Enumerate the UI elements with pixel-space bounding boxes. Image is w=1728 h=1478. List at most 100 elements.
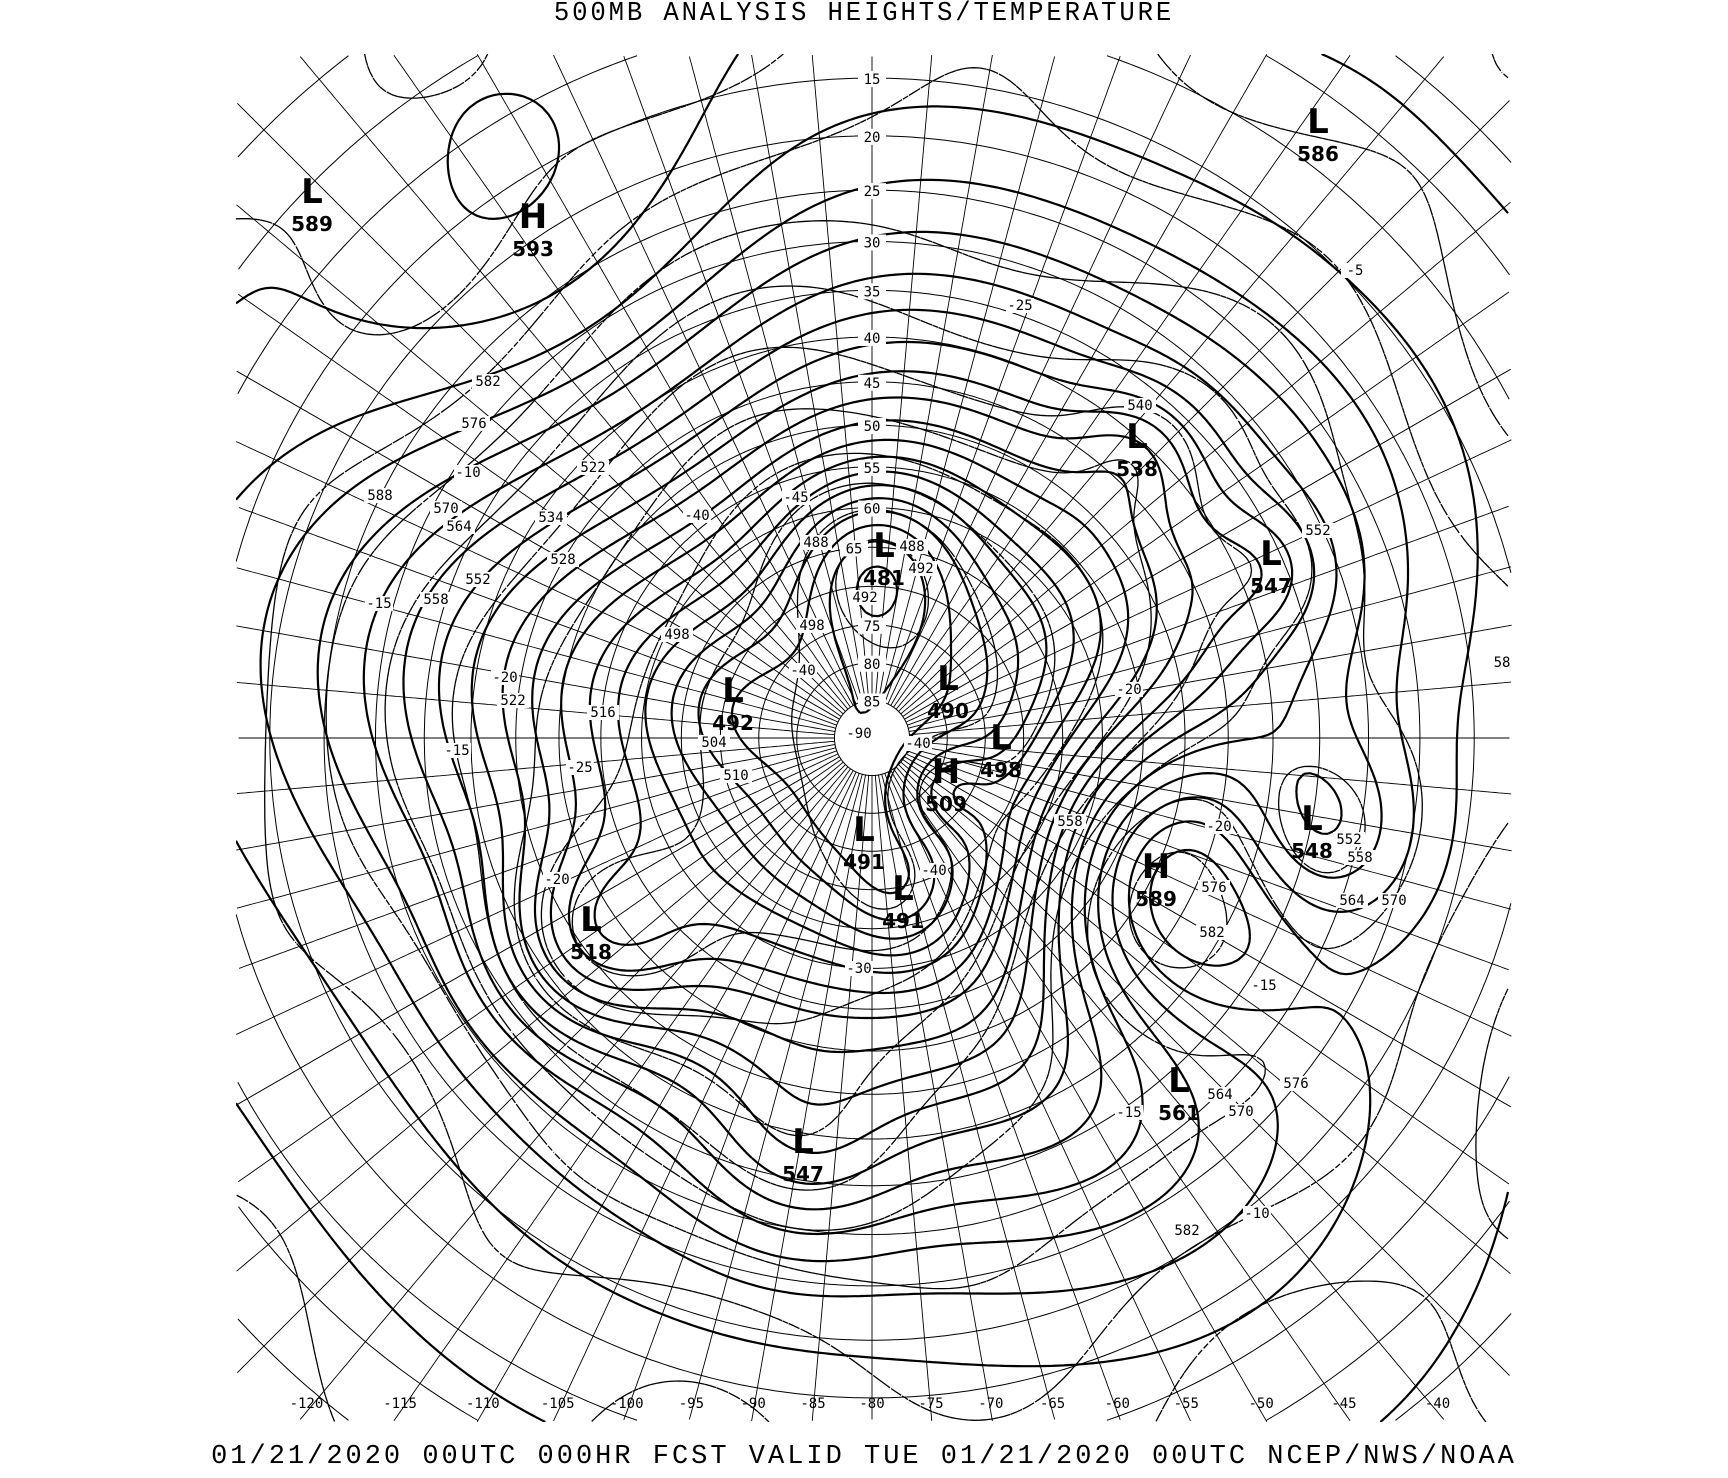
height-contour-558 bbox=[402, 308, 1316, 1211]
pressure-center-letter: L bbox=[301, 172, 323, 212]
pressure-center-letter: H bbox=[932, 752, 960, 792]
pressure-center-value: 509 bbox=[925, 792, 967, 816]
meridian-line bbox=[238, 507, 837, 726]
temperature-contour-label: -45 bbox=[783, 490, 808, 506]
longitude-label: -70 bbox=[978, 1396, 1003, 1412]
pressure-center-value: 491 bbox=[843, 850, 885, 874]
latitude-circle bbox=[238, 55, 1510, 1421]
pressure-center-letter: L bbox=[873, 526, 895, 566]
meridian-line bbox=[238, 759, 842, 1183]
grid-labels: 15 20 25 30 35 40 45 50 55 60 65 75 80 85 -120 -115 -110… bbox=[290, 71, 1450, 1412]
longitude-label: -85 bbox=[800, 1396, 825, 1412]
meridian-line bbox=[887, 771, 1191, 1422]
meridian-line bbox=[884, 773, 1121, 1420]
height-contour-522 bbox=[567, 455, 1102, 995]
meridian-line bbox=[902, 291, 1510, 717]
height-contour-label: 492 bbox=[908, 561, 933, 577]
meridian-line bbox=[907, 505, 1509, 726]
height-contour-498 bbox=[697, 510, 989, 922]
meridian-line bbox=[890, 770, 1268, 1422]
height-contour-label: 582 bbox=[1199, 925, 1224, 941]
valid-time-footer: 01/21/2020 00UTC 000HR FCST VALID TUE 01… bbox=[211, 1442, 1517, 1472]
pressure-center-letter: H bbox=[1142, 847, 1170, 887]
height-contour-528 bbox=[549, 438, 1130, 1020]
temperature-contour-label: -15 bbox=[1116, 1105, 1141, 1121]
height-contour-label: 564 bbox=[1339, 893, 1364, 909]
temperature-contour-label: -10 bbox=[1244, 1206, 1269, 1222]
temperature-contour-label: -20 bbox=[1206, 819, 1231, 835]
meridian-line bbox=[236, 625, 836, 732]
height-contour-label: 534 bbox=[538, 510, 563, 526]
pressure-center-value: 547 bbox=[1250, 574, 1292, 598]
height-contour-540 bbox=[501, 396, 1194, 1106]
temperature-contour-label: -40 bbox=[921, 863, 946, 879]
temperature-contour-label: -15 bbox=[444, 743, 469, 759]
pressure-center-value: 586 bbox=[1297, 142, 1339, 166]
meridian-line bbox=[751, 774, 866, 1422]
map-title: 500MB ANALYSIS HEIGHTS/TEMPERATURE bbox=[553, 0, 1175, 29]
height-contour-label: 522 bbox=[580, 460, 605, 476]
height-contour-576 bbox=[259, 178, 1415, 1298]
height-contour-label: 570 bbox=[1228, 1104, 1253, 1120]
latitude-circle bbox=[237, 55, 1512, 1421]
height-contour-label: 488 bbox=[803, 535, 828, 551]
pressure-center-letter: L bbox=[853, 810, 875, 850]
pressure-center-letter: L bbox=[1126, 417, 1148, 457]
longitude-label: -40 bbox=[1425, 1396, 1450, 1412]
latitude-label: 75 bbox=[864, 619, 881, 635]
latitude-label: 80 bbox=[864, 657, 881, 673]
pressure-center-value: 490 bbox=[927, 699, 969, 723]
pressure-center-letter: L bbox=[1260, 534, 1282, 574]
longitude-label: -115 bbox=[383, 1396, 417, 1412]
height-contour-label: 522 bbox=[500, 693, 525, 709]
longitude-label: -110 bbox=[466, 1396, 500, 1412]
pressure-center-value: 547 bbox=[782, 1162, 824, 1186]
pressure-center-letter: L bbox=[722, 671, 744, 711]
temperature-contour-label: -30 bbox=[846, 961, 871, 977]
meridian-line bbox=[236, 744, 836, 851]
pressure-center-value: 492 bbox=[712, 711, 754, 735]
height-contour-546 bbox=[470, 370, 1263, 1154]
longitude-label: -60 bbox=[1105, 1396, 1130, 1412]
temperature-contour bbox=[384, 285, 1366, 1231]
meridian-line bbox=[553, 54, 857, 705]
meridian-line bbox=[238, 293, 842, 717]
latitude-label: 50 bbox=[864, 419, 881, 435]
height-contour-label: 570 bbox=[433, 501, 458, 517]
meridian-line bbox=[898, 100, 1510, 712]
height-contour-588 bbox=[236, 54, 1510, 1422]
height-contour-label: 492 bbox=[852, 590, 877, 606]
pressure-center-value: 561 bbox=[1158, 1101, 1200, 1125]
meridian-line bbox=[881, 56, 1056, 702]
height-contour-504 bbox=[670, 497, 1020, 940]
longitude-label: -95 bbox=[679, 1396, 704, 1412]
meridian-line bbox=[623, 56, 860, 703]
temperature-contour-label: -40 bbox=[790, 663, 815, 679]
latitude-label: 15 bbox=[864, 72, 881, 88]
meridian-line bbox=[236, 441, 839, 723]
pressure-center-value: 589 bbox=[1135, 887, 1177, 911]
longitude-label: -100 bbox=[610, 1396, 644, 1412]
height-contour-label: 588 bbox=[367, 488, 392, 504]
longitude-label: -55 bbox=[1174, 1396, 1199, 1412]
height-contour-label: 552 bbox=[1336, 832, 1361, 848]
height-contours bbox=[236, 54, 1510, 1422]
temperature-contour bbox=[513, 408, 1152, 1137]
height-contour-label: 558 bbox=[1057, 814, 1082, 830]
height-contour-label: 570 bbox=[1381, 893, 1406, 909]
temperature-contour-label: -20 bbox=[492, 670, 517, 686]
meridian-line bbox=[236, 567, 836, 729]
meridian-line bbox=[236, 764, 846, 1374]
temperature-contour bbox=[325, 220, 1423, 1290]
pressure-center-value: 538 bbox=[1116, 457, 1158, 481]
meridian-line bbox=[905, 439, 1512, 723]
temperature-contour-label: -40 bbox=[684, 508, 709, 524]
meridian-line bbox=[688, 56, 863, 702]
temperature-contours bbox=[236, 54, 1509, 1422]
height-contour-label: 540 bbox=[1127, 398, 1152, 414]
